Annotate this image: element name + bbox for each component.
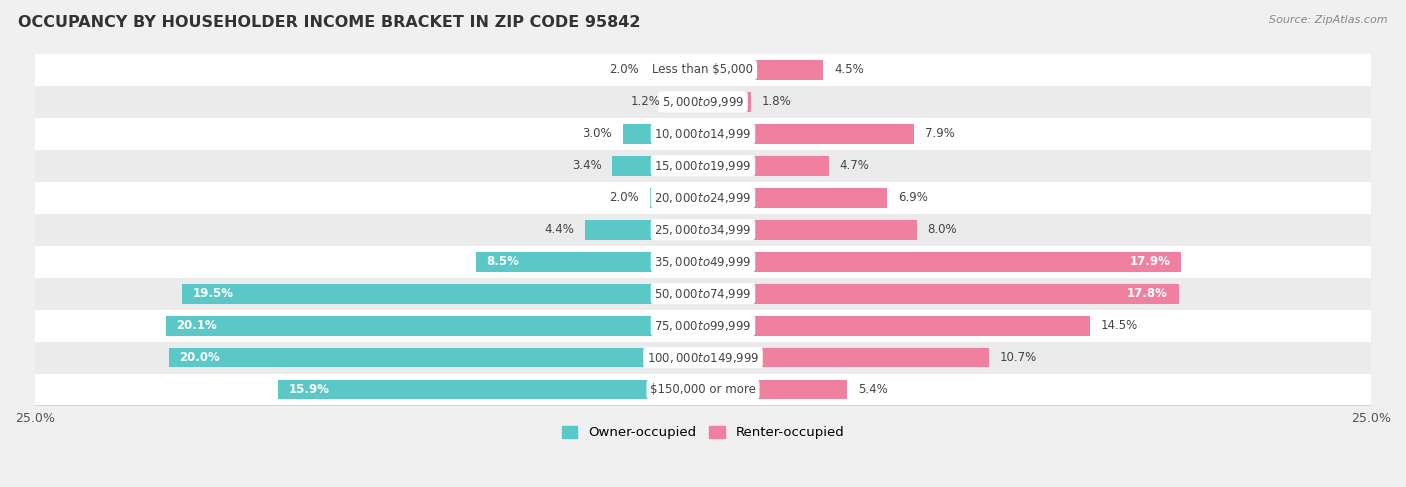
Bar [35, 118, 1371, 150]
Bar [703, 156, 828, 176]
Text: 8.0%: 8.0% [928, 223, 957, 236]
Bar [35, 310, 1371, 341]
Bar [35, 86, 1371, 118]
Bar [703, 124, 914, 144]
Bar [35, 246, 1371, 278]
Bar [703, 188, 887, 207]
Text: 1.2%: 1.2% [630, 95, 661, 109]
Text: 14.5%: 14.5% [1101, 319, 1139, 332]
Bar [35, 278, 1371, 310]
Text: 20.0%: 20.0% [179, 351, 219, 364]
Legend: Owner-occupied, Renter-occupied: Owner-occupied, Renter-occupied [557, 421, 849, 445]
Text: $100,000 to $149,999: $100,000 to $149,999 [647, 351, 759, 365]
Bar [585, 220, 703, 240]
Bar [35, 54, 1371, 86]
Text: OCCUPANCY BY HOUSEHOLDER INCOME BRACKET IN ZIP CODE 95842: OCCUPANCY BY HOUSEHOLDER INCOME BRACKET … [18, 15, 641, 30]
Bar [671, 92, 703, 112]
Text: $25,000 to $34,999: $25,000 to $34,999 [654, 223, 752, 237]
Text: 4.4%: 4.4% [546, 223, 575, 236]
Text: 19.5%: 19.5% [193, 287, 233, 300]
Text: 4.5%: 4.5% [834, 63, 863, 76]
Text: Source: ZipAtlas.com: Source: ZipAtlas.com [1270, 15, 1388, 25]
Bar [703, 379, 848, 399]
Bar [181, 284, 703, 303]
Text: 20.1%: 20.1% [177, 319, 218, 332]
Text: $20,000 to $24,999: $20,000 to $24,999 [654, 191, 752, 205]
Bar [703, 92, 751, 112]
Bar [35, 150, 1371, 182]
Bar [278, 379, 703, 399]
Text: 6.9%: 6.9% [898, 191, 928, 204]
Bar [623, 124, 703, 144]
Text: 10.7%: 10.7% [1000, 351, 1036, 364]
Bar [35, 182, 1371, 214]
Bar [166, 316, 703, 336]
Text: 4.7%: 4.7% [839, 159, 869, 172]
Bar [475, 252, 703, 272]
Text: 17.8%: 17.8% [1128, 287, 1168, 300]
Text: $50,000 to $74,999: $50,000 to $74,999 [654, 287, 752, 300]
Bar [35, 214, 1371, 246]
Bar [703, 60, 824, 80]
Text: 8.5%: 8.5% [486, 255, 519, 268]
Bar [703, 284, 1178, 303]
Bar [650, 60, 703, 80]
Bar [703, 316, 1091, 336]
Text: 3.0%: 3.0% [582, 128, 612, 140]
Text: $150,000 or more: $150,000 or more [650, 383, 756, 396]
Bar [703, 348, 988, 368]
Text: 17.9%: 17.9% [1130, 255, 1171, 268]
Bar [35, 374, 1371, 406]
Bar [35, 341, 1371, 374]
Text: $15,000 to $19,999: $15,000 to $19,999 [654, 159, 752, 173]
Text: 2.0%: 2.0% [609, 63, 638, 76]
Bar [703, 220, 917, 240]
Bar [169, 348, 703, 368]
Text: $35,000 to $49,999: $35,000 to $49,999 [654, 255, 752, 269]
Bar [650, 188, 703, 207]
Text: 15.9%: 15.9% [288, 383, 330, 396]
Bar [703, 252, 1181, 272]
Text: 7.9%: 7.9% [925, 128, 955, 140]
Text: Less than $5,000: Less than $5,000 [652, 63, 754, 76]
Text: 1.8%: 1.8% [762, 95, 792, 109]
Text: 2.0%: 2.0% [609, 191, 638, 204]
Text: $5,000 to $9,999: $5,000 to $9,999 [662, 95, 744, 109]
Text: $75,000 to $99,999: $75,000 to $99,999 [654, 318, 752, 333]
Text: 3.4%: 3.4% [572, 159, 602, 172]
Text: $10,000 to $14,999: $10,000 to $14,999 [654, 127, 752, 141]
Text: 5.4%: 5.4% [858, 383, 887, 396]
Bar [612, 156, 703, 176]
